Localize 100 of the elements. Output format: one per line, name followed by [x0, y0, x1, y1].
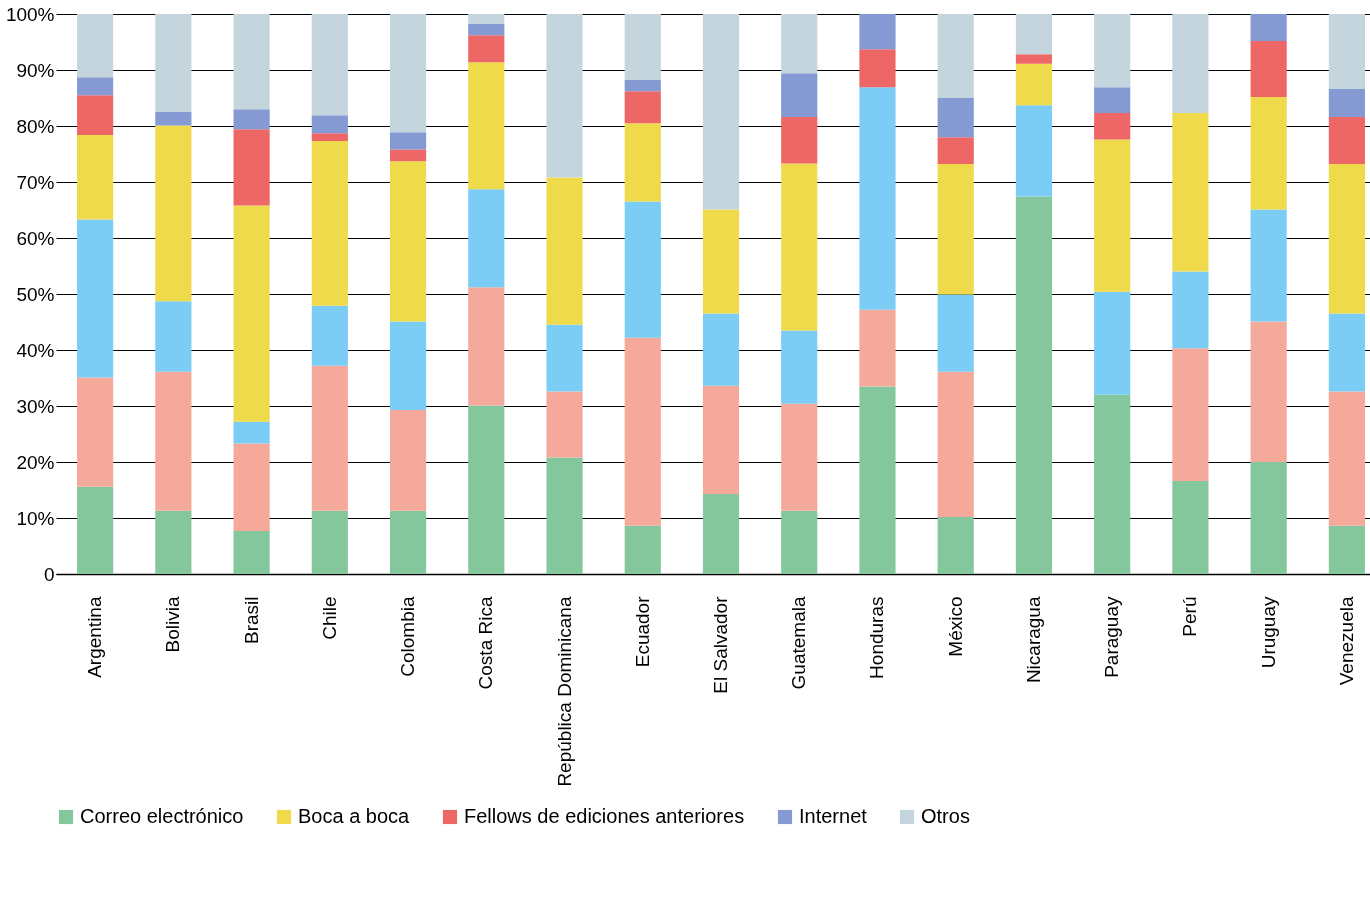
- bar: [1250, 209, 1287, 322]
- bar: [233, 443, 270, 531]
- bar: [155, 112, 192, 126]
- bar: [1328, 313, 1365, 392]
- y-tick-label: 100%: [5, 3, 55, 25]
- bar: [389, 321, 427, 410]
- bar: [311, 14, 348, 116]
- bar: [546, 14, 583, 178]
- x-tick-label: Chile: [318, 596, 340, 640]
- x-tick-label: Costa Rica: [475, 596, 497, 690]
- bar: [937, 371, 974, 517]
- bar: [546, 457, 583, 574]
- bar: [1015, 14, 1053, 55]
- bar: [233, 205, 270, 422]
- bar: [1172, 113, 1209, 272]
- bar: [468, 405, 505, 574]
- legend-label: Internet: [799, 805, 868, 827]
- bar: [77, 377, 114, 487]
- bar: [781, 117, 818, 164]
- x-tick-label: Argentina: [84, 596, 106, 678]
- x-tick-label: República Dominicana: [553, 596, 575, 787]
- bar: [702, 14, 740, 210]
- bar: [155, 301, 192, 372]
- bar: [233, 129, 270, 206]
- x-tick-label: Paraguay: [1101, 596, 1123, 678]
- x-tick-label: Bolivia: [162, 596, 184, 653]
- bar: [624, 337, 661, 526]
- bar: [468, 62, 505, 190]
- bar: [233, 530, 270, 574]
- x-tick-label: México: [944, 596, 966, 657]
- y-tick-label: 20%: [16, 451, 55, 473]
- bar: [311, 141, 348, 306]
- bar: [311, 133, 348, 142]
- bar: [389, 149, 427, 162]
- bar: [468, 35, 505, 63]
- x-tick-label: Uruguay: [1257, 596, 1279, 669]
- bar: [624, 123, 661, 202]
- bar: [311, 365, 348, 511]
- bar: [781, 330, 818, 404]
- bar: [702, 493, 740, 574]
- x-tick-label: Honduras: [866, 596, 888, 679]
- bar: [77, 95, 114, 135]
- bar: [624, 91, 661, 124]
- bar: [937, 137, 974, 165]
- bar: [468, 287, 505, 406]
- bar: [781, 510, 818, 574]
- bar: [1094, 394, 1131, 574]
- bar: [702, 313, 740, 386]
- bar: [311, 115, 348, 134]
- bar: [624, 80, 661, 92]
- bar: [389, 14, 427, 133]
- bar: [77, 14, 114, 78]
- bar: [781, 163, 818, 331]
- bar: [937, 294, 974, 372]
- y-tick-label: 0: [43, 563, 55, 585]
- bar: [859, 87, 896, 310]
- bar: [1172, 14, 1209, 114]
- bar: [1015, 54, 1053, 64]
- bar: [389, 409, 427, 511]
- bar: [468, 14, 505, 25]
- bar: [389, 510, 427, 574]
- bar: [1015, 63, 1053, 106]
- bar: [1328, 14, 1365, 90]
- bar: [546, 391, 583, 458]
- bar: [155, 371, 192, 511]
- bar: [781, 403, 818, 511]
- bar: [233, 109, 270, 130]
- y-tick-label: 90%: [16, 59, 55, 81]
- bar: [859, 14, 896, 50]
- legend-label: Boca a boca: [298, 805, 411, 827]
- x-tick-label: Brasil: [240, 596, 262, 645]
- bar: [937, 98, 974, 138]
- bar: [1015, 105, 1053, 197]
- bar: [1250, 96, 1287, 210]
- bar: [311, 510, 348, 574]
- bar: [1094, 139, 1131, 292]
- bar: [155, 510, 192, 574]
- bar: [937, 164, 974, 295]
- bar: [937, 516, 974, 574]
- bar: [546, 324, 583, 392]
- y-tick-label: 50%: [16, 283, 55, 305]
- x-tick-label: Ecuador: [631, 595, 653, 668]
- bar: [233, 14, 270, 110]
- y-tick-label: 30%: [16, 395, 55, 417]
- bar: [1094, 87, 1131, 114]
- bar: [859, 49, 896, 88]
- bar: [781, 73, 818, 118]
- bar: [468, 24, 505, 36]
- y-tick-label: 40%: [16, 339, 55, 361]
- bar: [624, 14, 661, 81]
- bar: [1250, 14, 1287, 41]
- x-tick-label: El Salvador: [710, 595, 731, 694]
- bar: [781, 14, 818, 74]
- bar: [859, 309, 896, 387]
- x-tick-label: Guatemala: [788, 596, 810, 690]
- x-tick-label: Perú: [1179, 596, 1201, 637]
- bar: [859, 386, 896, 574]
- bar: [937, 14, 974, 98]
- bar: [1328, 164, 1365, 314]
- bar: [1015, 196, 1053, 574]
